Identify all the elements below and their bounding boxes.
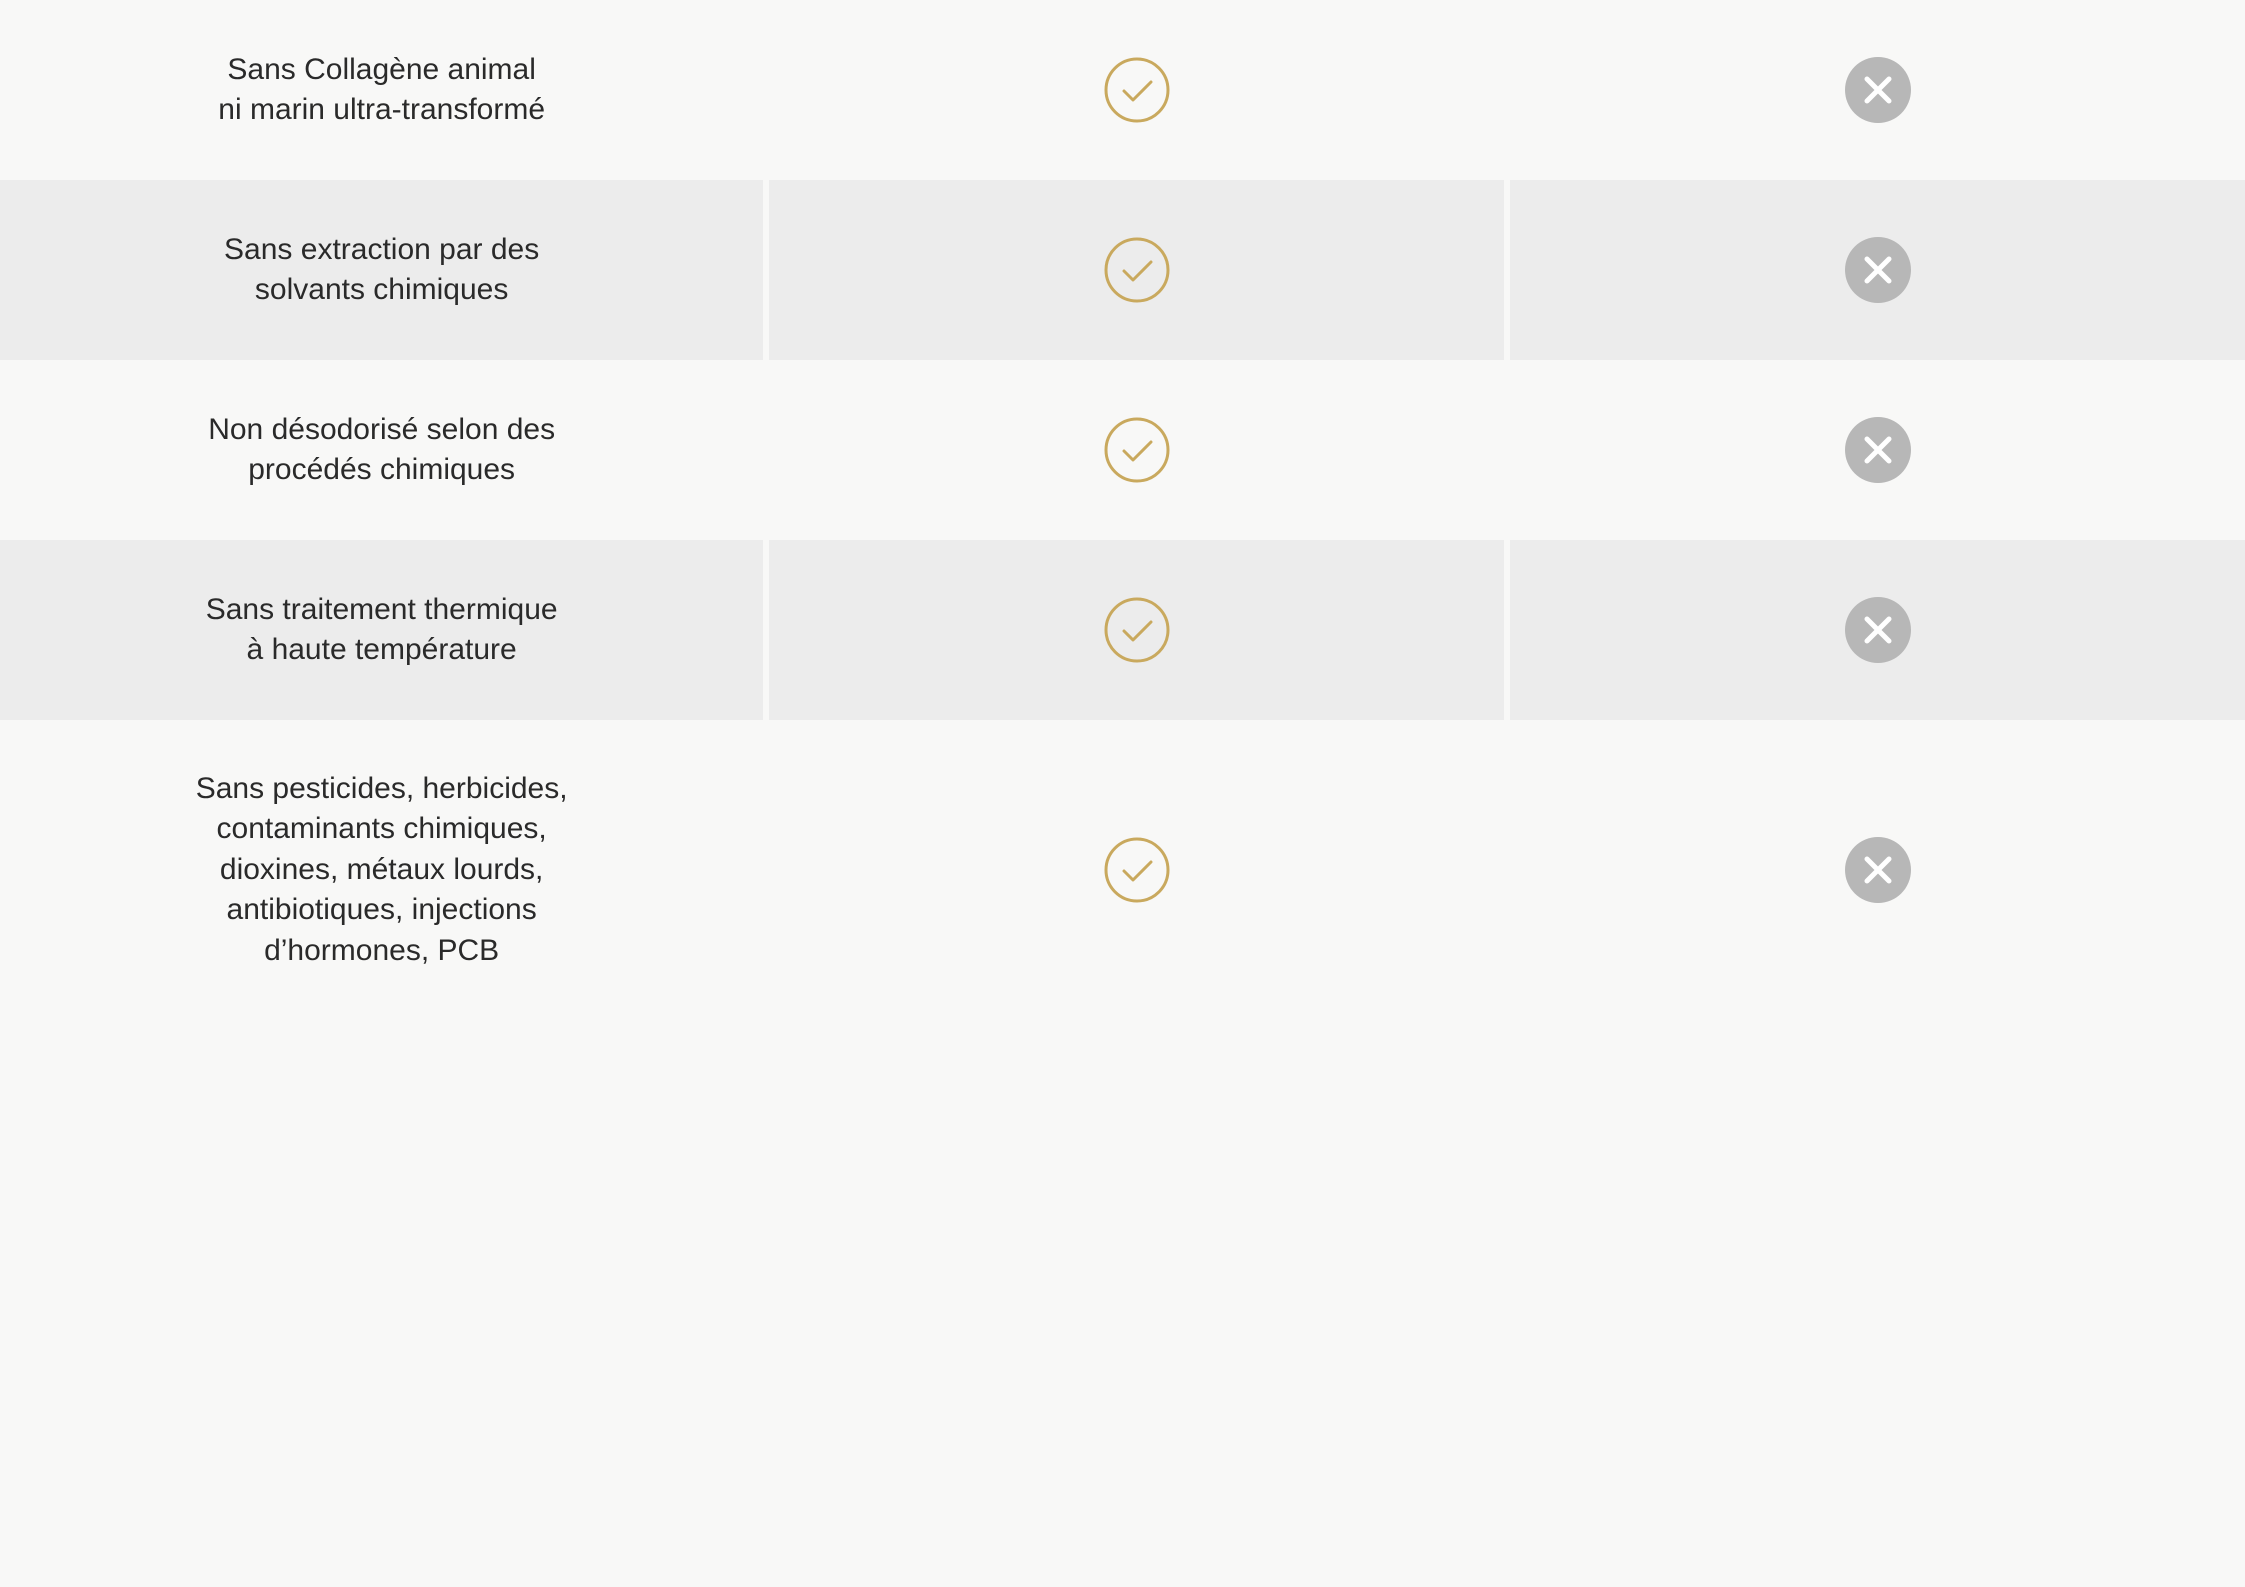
col1-cell [769,720,1504,1020]
col2-cell [1510,720,2245,1020]
row-label: Non désodorisé selon desprocédés chimiqu… [0,360,763,540]
col2-cell [1510,180,2245,360]
table-row: Sans traitement thermiqueà haute tempéra… [0,540,2245,720]
comparison-table: Sans Collagène animalni marin ultra-tran… [0,0,2245,1020]
cross-icon [1843,55,1913,125]
row-label: Sans Collagène animalni marin ultra-tran… [0,0,763,180]
cross-icon [1843,415,1913,485]
col1-cell [769,360,1504,540]
cross-icon [1843,595,1913,665]
table-row: Sans Collagène animalni marin ultra-tran… [0,0,2245,180]
check-icon [1102,595,1172,665]
check-icon [1102,55,1172,125]
cross-icon [1843,235,1913,305]
cross-icon [1843,835,1913,905]
check-icon [1102,415,1172,485]
col1-cell [769,540,1504,720]
row-label: Sans pesticides, herbicides,contaminants… [0,720,763,1020]
check-icon [1102,235,1172,305]
row-label: Sans extraction par dessolvants chimique… [0,180,763,360]
col2-cell [1510,360,2245,540]
table-row: Non désodorisé selon desprocédés chimiqu… [0,360,2245,540]
table-row: Sans extraction par dessolvants chimique… [0,180,2245,360]
row-label: Sans traitement thermiqueà haute tempéra… [0,540,763,720]
table-row: Sans pesticides, herbicides,contaminants… [0,720,2245,1020]
col2-cell [1510,0,2245,180]
check-icon [1102,835,1172,905]
col1-cell [769,180,1504,360]
col2-cell [1510,540,2245,720]
col1-cell [769,0,1504,180]
